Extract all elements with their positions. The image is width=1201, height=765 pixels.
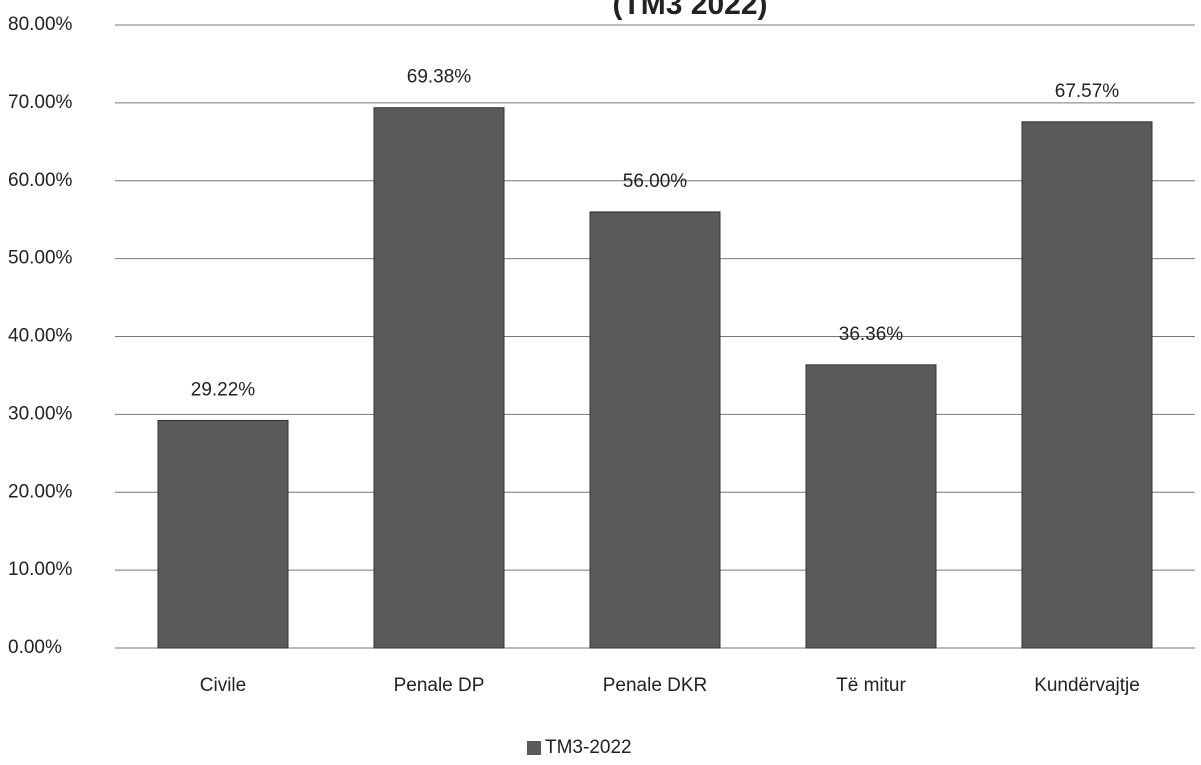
chart-title: (TM3 2022) [612,0,767,21]
data-label: 29.22% [191,379,256,400]
x-tick-label: Penale DKR [603,675,708,696]
data-label: 69.38% [407,67,472,88]
bar [373,107,505,649]
y-tick-label: 0.00% [8,637,62,658]
y-tick-label: 70.00% [8,92,73,113]
bar [1021,121,1153,649]
y-tick-label: 20.00% [8,481,73,502]
y-tick-label: 10.00% [8,559,73,580]
bar [805,364,937,649]
legend-swatch [527,741,541,755]
bar [589,211,721,649]
x-tick-label: Penale DP [394,675,485,696]
y-tick-label: 30.00% [8,403,73,424]
y-tick-label: 40.00% [8,326,73,347]
y-tick-label: 60.00% [8,170,73,191]
x-tick-label: Kundërvajtje [1034,675,1140,696]
x-tick-label: Civile [200,675,246,696]
bar [157,419,289,649]
data-label: 56.00% [623,171,688,192]
data-label: 67.57% [1055,81,1120,102]
x-tick-label: Të mitur [836,675,906,696]
y-tick-label: 80.00% [8,14,73,35]
y-tick-label: 50.00% [8,248,73,269]
data-label: 36.36% [839,324,904,345]
legend-label: TM3-2022 [545,737,632,758]
